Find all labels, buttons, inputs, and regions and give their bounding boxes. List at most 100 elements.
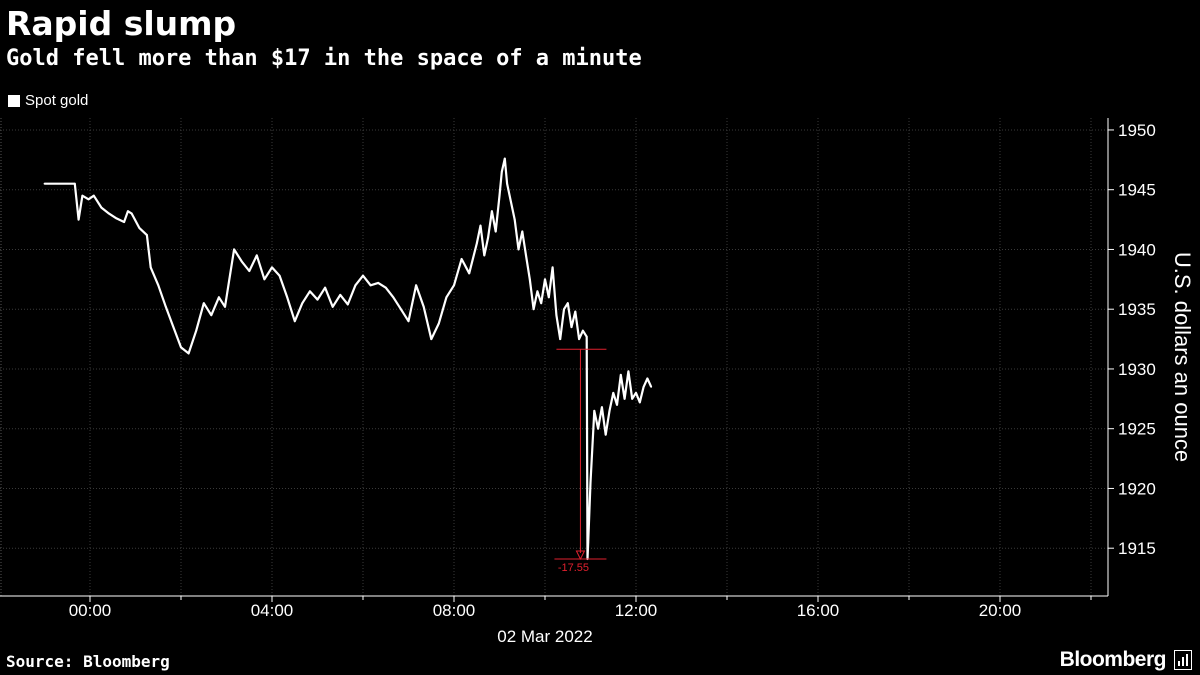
series-point [278,274,281,277]
series-point [487,236,489,239]
annotation-arrow-head [575,550,586,561]
series-point [555,314,558,317]
series-point [483,254,486,257]
series-point [224,305,226,308]
series-point [574,310,577,313]
x-axis-date-label: 02 Mar 2022 [497,627,592,646]
annotation-drop: -17.55 [554,348,607,574]
series-point [551,266,554,269]
series-point [498,194,501,197]
series-point [180,346,182,349]
series-point [301,302,304,305]
series-point [415,284,417,287]
series-point [195,329,198,332]
series-point [525,254,527,257]
series-point [218,296,220,299]
series-point [642,386,645,388]
series-point [593,409,596,412]
series-point [286,296,289,299]
series-point [513,218,516,221]
series-point [578,338,580,340]
legend: Spot gold [8,92,88,109]
x-tick-label: 16:00 [797,601,840,620]
legend-label-spot-gold: Spot gold [25,92,89,109]
series-point [324,286,326,289]
series-point [506,182,508,185]
series-point [468,272,471,275]
series-point [108,212,110,215]
x-tick-label: 00:00 [69,601,112,620]
series-point [587,541,590,544]
series-spot-gold [43,157,653,561]
series-point [248,270,251,272]
series-point [585,335,588,338]
y-tick-label: 1935 [1118,300,1156,319]
y-tick-label: 1945 [1118,181,1156,200]
series-point [331,305,334,308]
series-point [309,290,311,293]
x-tick-label: 12:00 [615,601,658,620]
x-tick-label: 04:00 [251,601,294,620]
source-note: Source: Bloomberg [6,652,170,671]
series-point [87,198,90,201]
series-point [157,284,160,287]
series-point [460,258,463,260]
series-point [369,284,372,287]
series-point [638,401,641,404]
legend-swatch-spot-gold [8,94,20,107]
series-point [81,194,84,197]
series-point [597,427,599,430]
x-tick-label: 08:00 [433,601,476,620]
series-point [650,386,653,388]
series-point [616,403,618,406]
series-point [422,305,425,308]
y-axis-title: U.S. dollars an ounce [1170,252,1195,462]
series-point [377,282,380,284]
series-point [240,260,243,263]
series-point [210,314,213,317]
grid-lines [0,118,1108,596]
series-point [566,302,569,305]
series-point [100,206,103,209]
series-point [563,308,565,311]
series-point [92,194,95,197]
y-tick-label: 1915 [1118,539,1156,558]
series-point [392,296,395,299]
chart-title: Rapid slump [6,4,237,43]
series-point [479,224,482,227]
series-point [608,409,611,412]
series-point [187,352,190,355]
series-point [510,200,512,203]
series-point [437,322,440,325]
y-tick-label: 1925 [1118,420,1156,439]
series-point [532,308,535,311]
series-point [354,284,357,287]
series-point [138,227,141,229]
series-point [127,210,129,213]
series-point [503,157,506,160]
y-tick-label: 1920 [1118,479,1156,498]
series-point [339,294,342,296]
bloomberg-chart-icon [1174,650,1192,670]
series-point [362,274,364,277]
series-point [229,272,232,275]
brand-logo-text: Bloomberg [1059,648,1167,671]
series-point [73,182,76,185]
series-point [540,302,543,305]
axes: 1915 1920 1925 1930 1935 1940 1945 1950 00:00 04:… [0,118,1195,646]
series-point [646,377,649,380]
series-point [536,290,539,293]
series-point [453,284,455,287]
x-tick-label: 20:00 [979,601,1022,620]
series-point [77,218,80,221]
series-line-spot-gold [44,157,653,561]
series-point [255,254,258,257]
series-point [494,230,497,233]
series-point [631,397,634,400]
series-point [407,320,410,323]
series-point [164,305,167,308]
series-point [635,392,637,394]
series-point [293,320,296,323]
series-point [263,278,266,281]
series-point [123,221,125,223]
